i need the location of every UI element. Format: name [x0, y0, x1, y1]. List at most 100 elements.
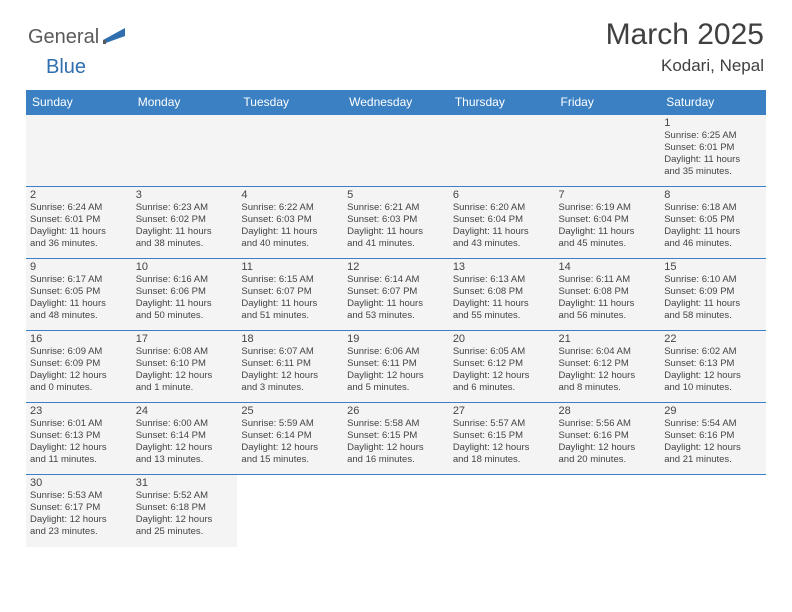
- calendar-cell-empty: [660, 475, 766, 547]
- calendar-cell: 6Sunrise: 6:20 AMSunset: 6:04 PMDaylight…: [449, 187, 555, 259]
- daylight-text: and 41 minutes.: [347, 238, 445, 250]
- sunset-text: Sunset: 6:16 PM: [664, 430, 762, 442]
- calendar-row: 1Sunrise: 6:25 AMSunset: 6:01 PMDaylight…: [26, 115, 766, 187]
- title-block: March 2025 Kodari, Nepal: [606, 18, 764, 76]
- day-number: 19: [347, 333, 445, 345]
- daylight-text: Daylight: 11 hours: [559, 298, 657, 310]
- day-number: 30: [30, 477, 128, 489]
- sunset-text: Sunset: 6:05 PM: [30, 286, 128, 298]
- sunset-text: Sunset: 6:13 PM: [30, 430, 128, 442]
- calendar-cell-empty: [555, 115, 661, 187]
- sunset-text: Sunset: 6:07 PM: [241, 286, 339, 298]
- sunset-text: Sunset: 6:09 PM: [664, 286, 762, 298]
- sunset-text: Sunset: 6:10 PM: [136, 358, 234, 370]
- daylight-text: Daylight: 11 hours: [559, 226, 657, 238]
- sunset-text: Sunset: 6:04 PM: [559, 214, 657, 226]
- calendar-cell: 23Sunrise: 6:01 AMSunset: 6:13 PMDayligh…: [26, 403, 132, 475]
- calendar-cell: 27Sunrise: 5:57 AMSunset: 6:15 PMDayligh…: [449, 403, 555, 475]
- sunrise-text: Sunrise: 6:04 AM: [559, 346, 657, 358]
- sunset-text: Sunset: 6:03 PM: [241, 214, 339, 226]
- daylight-text: and 23 minutes.: [30, 526, 128, 538]
- calendar-cell-empty: [449, 115, 555, 187]
- day-number: 2: [30, 189, 128, 201]
- daylight-text: Daylight: 11 hours: [30, 226, 128, 238]
- day-number: 20: [453, 333, 551, 345]
- daylight-text: and 15 minutes.: [241, 454, 339, 466]
- logo: General: [28, 18, 131, 49]
- daylight-text: and 5 minutes.: [347, 382, 445, 394]
- daylight-text: Daylight: 12 hours: [347, 442, 445, 454]
- calendar-cell: 9Sunrise: 6:17 AMSunset: 6:05 PMDaylight…: [26, 259, 132, 331]
- daylight-text: Daylight: 11 hours: [136, 298, 234, 310]
- daylight-text: Daylight: 12 hours: [30, 514, 128, 526]
- calendar-cell: 14Sunrise: 6:11 AMSunset: 6:08 PMDayligh…: [555, 259, 661, 331]
- calendar-cell: 4Sunrise: 6:22 AMSunset: 6:03 PMDaylight…: [237, 187, 343, 259]
- logo-text-blue: Blue: [46, 56, 86, 79]
- daylight-text: and 1 minute.: [136, 382, 234, 394]
- calendar-cell: 30Sunrise: 5:53 AMSunset: 6:17 PMDayligh…: [26, 475, 132, 547]
- day-number: 29: [664, 405, 762, 417]
- day-number: 4: [241, 189, 339, 201]
- daylight-text: and 0 minutes.: [30, 382, 128, 394]
- daylight-text: Daylight: 11 hours: [664, 154, 762, 166]
- weekday-header: Wednesday: [343, 90, 449, 115]
- weekday-header-row: SundayMondayTuesdayWednesdayThursdayFrid…: [26, 90, 766, 115]
- daylight-text: and 8 minutes.: [559, 382, 657, 394]
- calendar-row: 16Sunrise: 6:09 AMSunset: 6:09 PMDayligh…: [26, 331, 766, 403]
- daylight-text: and 11 minutes.: [30, 454, 128, 466]
- calendar-cell-empty: [555, 475, 661, 547]
- daylight-text: Daylight: 12 hours: [347, 370, 445, 382]
- weekday-header: Saturday: [660, 90, 766, 115]
- daylight-text: Daylight: 11 hours: [664, 226, 762, 238]
- sunset-text: Sunset: 6:17 PM: [30, 502, 128, 514]
- calendar-cell-empty: [449, 475, 555, 547]
- day-number: 31: [136, 477, 234, 489]
- day-number: 5: [347, 189, 445, 201]
- sunrise-text: Sunrise: 6:17 AM: [30, 274, 128, 286]
- day-number: 8: [664, 189, 762, 201]
- daylight-text: Daylight: 12 hours: [136, 514, 234, 526]
- sunrise-text: Sunrise: 6:00 AM: [136, 418, 234, 430]
- day-number: 14: [559, 261, 657, 273]
- sunrise-text: Sunrise: 6:15 AM: [241, 274, 339, 286]
- calendar-cell: 22Sunrise: 6:02 AMSunset: 6:13 PMDayligh…: [660, 331, 766, 403]
- daylight-text: Daylight: 11 hours: [664, 298, 762, 310]
- daylight-text: Daylight: 12 hours: [30, 370, 128, 382]
- calendar-cell-empty: [343, 115, 449, 187]
- day-number: 16: [30, 333, 128, 345]
- daylight-text: and 10 minutes.: [664, 382, 762, 394]
- sunset-text: Sunset: 6:09 PM: [30, 358, 128, 370]
- daylight-text: Daylight: 12 hours: [30, 442, 128, 454]
- calendar-cell-empty: [26, 115, 132, 187]
- sunset-text: Sunset: 6:05 PM: [664, 214, 762, 226]
- day-number: 28: [559, 405, 657, 417]
- sunset-text: Sunset: 6:14 PM: [136, 430, 234, 442]
- daylight-text: Daylight: 11 hours: [136, 226, 234, 238]
- sunset-text: Sunset: 6:04 PM: [453, 214, 551, 226]
- daylight-text: Daylight: 11 hours: [453, 226, 551, 238]
- header: General March 2025 Kodari, Nepal: [0, 0, 792, 82]
- sunset-text: Sunset: 6:01 PM: [664, 142, 762, 154]
- sunrise-text: Sunrise: 5:54 AM: [664, 418, 762, 430]
- calendar-cell: 17Sunrise: 6:08 AMSunset: 6:10 PMDayligh…: [132, 331, 238, 403]
- calendar-cell: 16Sunrise: 6:09 AMSunset: 6:09 PMDayligh…: [26, 331, 132, 403]
- sunrise-text: Sunrise: 6:11 AM: [559, 274, 657, 286]
- day-number: 12: [347, 261, 445, 273]
- calendar-cell: 20Sunrise: 6:05 AMSunset: 6:12 PMDayligh…: [449, 331, 555, 403]
- sunset-text: Sunset: 6:12 PM: [453, 358, 551, 370]
- calendar-cell: 12Sunrise: 6:14 AMSunset: 6:07 PMDayligh…: [343, 259, 449, 331]
- daylight-text: Daylight: 12 hours: [136, 370, 234, 382]
- daylight-text: Daylight: 11 hours: [241, 298, 339, 310]
- calendar-cell: 11Sunrise: 6:15 AMSunset: 6:07 PMDayligh…: [237, 259, 343, 331]
- day-number: 27: [453, 405, 551, 417]
- daylight-text: and 38 minutes.: [136, 238, 234, 250]
- location: Kodari, Nepal: [606, 56, 764, 76]
- weekday-header: Sunday: [26, 90, 132, 115]
- daylight-text: and 43 minutes.: [453, 238, 551, 250]
- weekday-header: Tuesday: [237, 90, 343, 115]
- sunset-text: Sunset: 6:03 PM: [347, 214, 445, 226]
- sunrise-text: Sunrise: 5:53 AM: [30, 490, 128, 502]
- daylight-text: Daylight: 11 hours: [30, 298, 128, 310]
- sunrise-text: Sunrise: 6:22 AM: [241, 202, 339, 214]
- sunset-text: Sunset: 6:11 PM: [241, 358, 339, 370]
